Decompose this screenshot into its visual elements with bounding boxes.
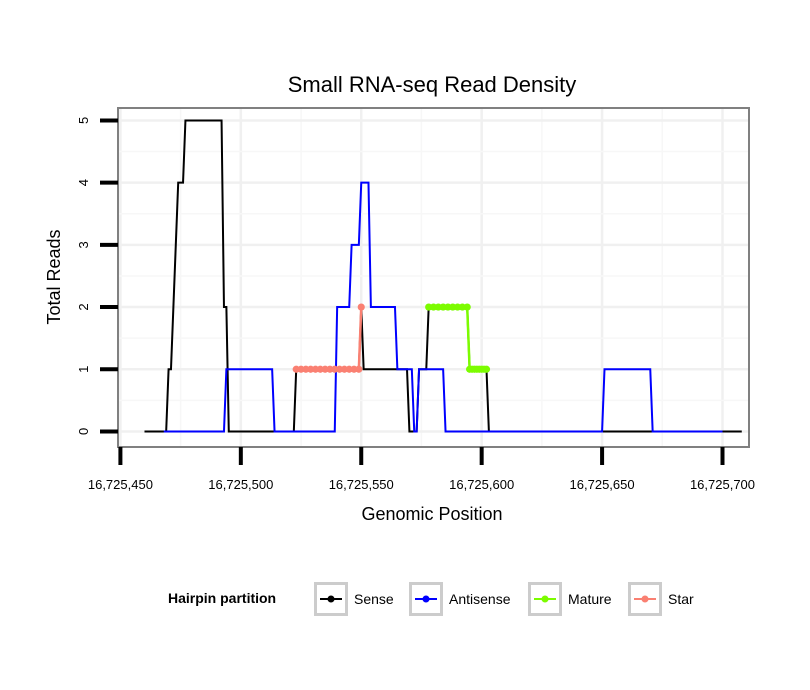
chart-title: Small RNA-seq Read Density <box>288 72 577 97</box>
plot-panel <box>118 108 749 447</box>
data-point-mature <box>463 303 471 311</box>
legend-label: Sense <box>354 591 394 607</box>
legend-key-point <box>641 595 649 603</box>
data-point-star <box>355 365 363 373</box>
legend-key-point <box>422 595 430 603</box>
x-axis-title: Genomic Position <box>361 504 502 524</box>
legend-item-antisense: Antisense <box>409 582 511 616</box>
series-line-antisense <box>163 181 723 433</box>
y-axis: 0 1 2 3 4 5 <box>76 117 118 435</box>
legend-item-mature: Mature <box>528 582 612 616</box>
y-tick-label: 3 <box>76 241 91 248</box>
y-tick-label: 0 <box>76 428 91 435</box>
y-tick-label: 2 <box>76 303 91 310</box>
x-axis: 16,725,450 16,725,500 16,725,550 16,725,600… <box>88 447 755 492</box>
legend-title: Hairpin partition <box>168 590 276 606</box>
legend-label: Antisense <box>449 591 511 607</box>
x-tick-label: 16,725,550 <box>329 477 394 492</box>
x-tick-label: 16,725,650 <box>570 477 635 492</box>
y-axis-title: Total Reads <box>44 229 64 324</box>
data-point-mature <box>482 365 491 373</box>
y-tick-label: 4 <box>76 179 91 186</box>
series-layer <box>144 119 742 433</box>
legend-label: Mature <box>568 591 612 607</box>
y-tick-label: 5 <box>76 117 91 124</box>
x-tick-label: 16,725,700 <box>690 477 755 492</box>
legend-label: Star <box>668 591 694 607</box>
legend-item-sense: Sense <box>314 582 394 616</box>
legend-item-star: Star <box>628 582 694 616</box>
plot-border <box>117 107 750 448</box>
x-tick-label: 16,725,500 <box>208 477 273 492</box>
data-point-star <box>357 303 365 311</box>
x-tick-label: 16,725,600 <box>449 477 514 492</box>
y-tick-label: 1 <box>76 366 91 373</box>
legend-key-point <box>327 595 335 603</box>
legend-key-point <box>541 595 549 603</box>
x-tick-label: 16,725,450 <box>88 477 153 492</box>
legend: Hairpin partition Sense Antisense Mature St… <box>168 582 694 616</box>
